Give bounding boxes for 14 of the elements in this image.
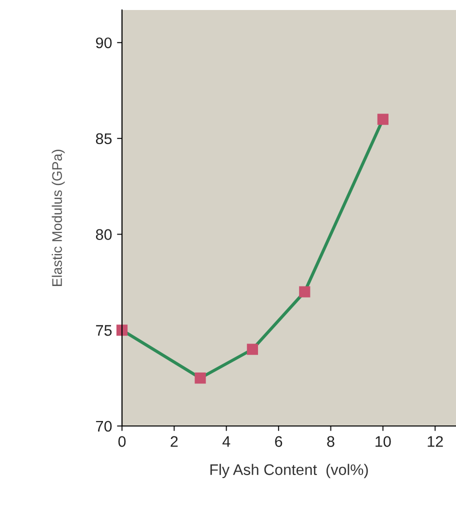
x-axis-title: Fly Ash Content (vol%) [210,464,368,478]
x-tick-label: 6 [275,436,282,447]
y-tick-label: 85 [96,133,112,144]
y-tick-label: 75 [96,325,112,336]
y-tick-label: 90 [96,37,112,48]
x-tick-label: 12 [428,436,443,447]
x-tick-label: 2 [170,436,178,447]
x-tick-label: 8 [327,436,334,447]
y-tick-label: 80 [96,229,112,240]
x-tick-label: 4 [222,436,230,447]
y-tick-label: 70 [96,420,112,432]
y-axis-title: Elastic Modulus (GPa) [52,150,65,286]
x-tick-label: 10 [376,436,391,447]
x-tick-label: 0 [118,436,126,447]
